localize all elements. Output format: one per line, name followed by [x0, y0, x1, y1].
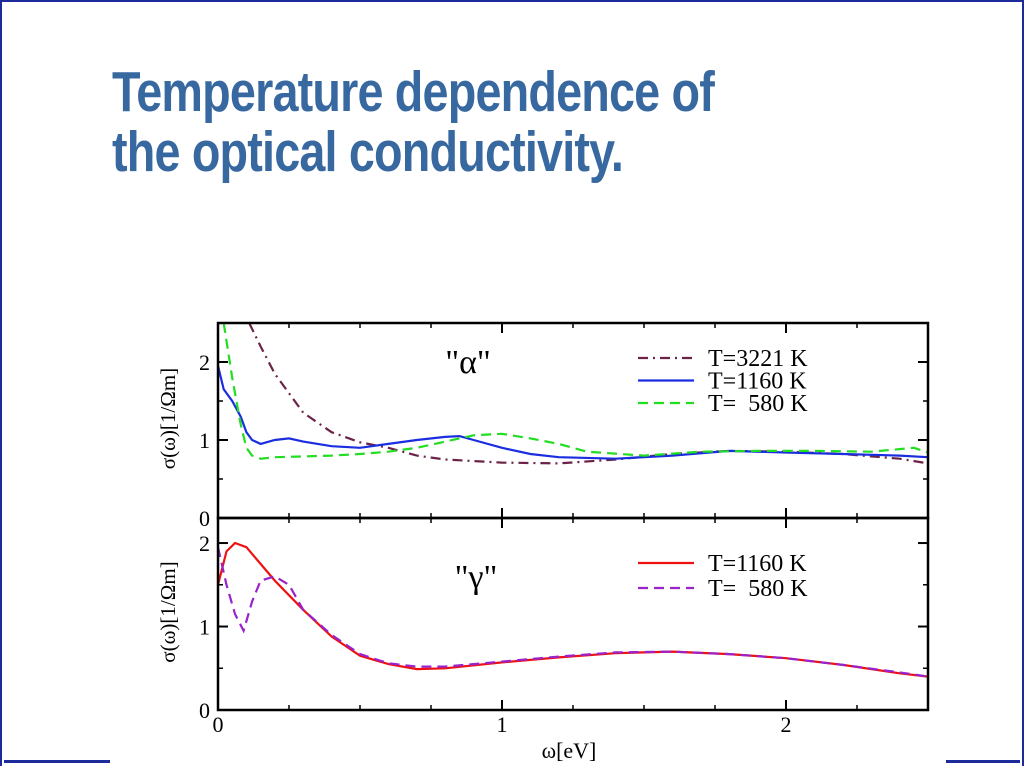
bottom-rule-right — [946, 760, 1020, 763]
x-tick-label: 2 — [781, 712, 792, 737]
panel-label: "γ" — [455, 559, 498, 596]
x-tick-label: 0 — [213, 712, 224, 737]
x-tick-label: 1 — [497, 712, 508, 737]
y-axis-label: σ(ω)[1/Ωm] — [156, 561, 180, 662]
plot-frame — [216, 516, 930, 712]
legend-label-2: T= 580 K — [708, 576, 808, 602]
slide-title-line-1: Temperature dependence of — [112, 60, 715, 124]
y-tick-label: 1 — [199, 615, 210, 640]
chart-panel-1: 0 1 2 σ(ω)[1/Ωm] "α" T=3221 KT=1160 KT= 580 K — [156, 321, 930, 531]
y-axis-label: σ(ω)[1/Ωm] — [156, 368, 180, 469]
legend-label-1: T=1160 K — [708, 551, 807, 577]
chart-panel-2: 0 1 2 0 1 2 ω[eV] σ(ω)[1/Ωm] "γ" T=1160 KT= 580 K — [156, 516, 930, 763]
y-tick-label: 0 — [199, 506, 210, 531]
legend-label-2: T=1160 K — [708, 369, 807, 395]
series-line-1-3 — [222, 323, 928, 460]
series-line-2-1 — [218, 541, 928, 678]
series-line-2-2 — [218, 546, 928, 678]
series-line-1-2 — [218, 365, 928, 460]
y-tick-label: 2 — [199, 350, 210, 375]
slide-title-line-2: the optical conductivity. — [112, 120, 624, 184]
y-tick-label: 2 — [199, 531, 210, 556]
series-line-1-1 — [248, 323, 928, 465]
y-tick-label: 1 — [199, 428, 210, 453]
plot-frame — [216, 321, 930, 520]
legend-label-3: T= 580 K — [708, 391, 808, 417]
panel-label: "α" — [445, 344, 491, 381]
bottom-rule-left — [4, 760, 110, 763]
x-axis-label: ω[eV] — [542, 738, 597, 763]
slide-title: Temperature dependence of the optical co… — [112, 62, 784, 182]
y-tick-label: 0 — [199, 698, 210, 723]
legend-label-1: T=3221 K — [708, 346, 808, 372]
